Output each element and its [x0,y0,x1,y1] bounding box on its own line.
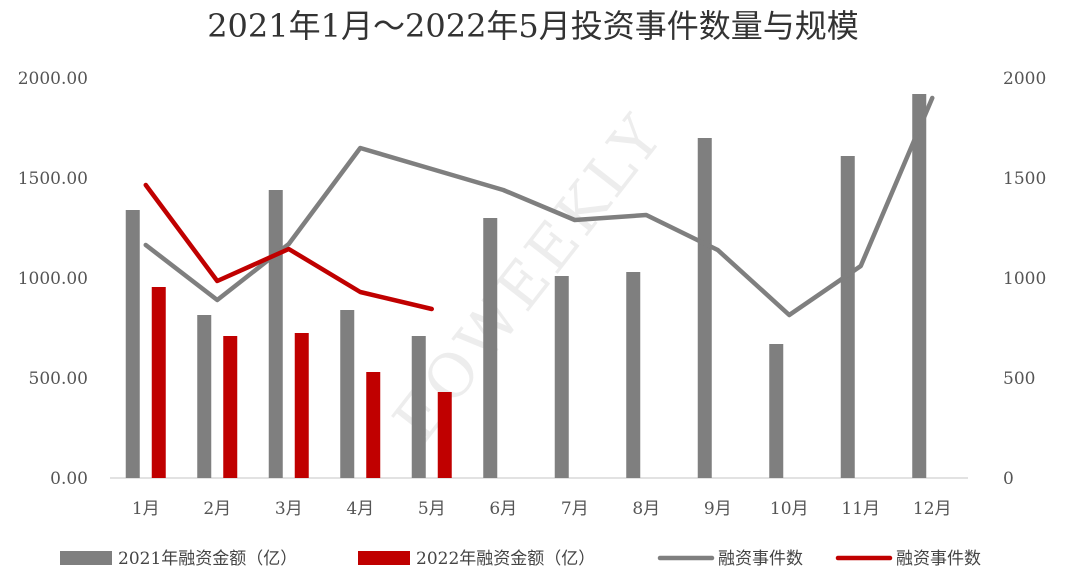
right-tick-label: 500 [1003,369,1035,389]
left-tick-label: 1000.00 [18,269,88,289]
series-line [143,182,434,312]
legend: 2021年融资金额（亿） 2022年融资金额（亿） 融资事件数 融资事件数 [60,549,981,569]
bar [626,272,641,478]
bar [554,276,569,478]
left-tick-label: 0.00 [50,469,88,489]
legend-label: 融资事件数 [718,549,803,569]
bar [697,138,712,478]
right-tick-label: 2000 [1003,69,1046,89]
bar [268,190,283,478]
bar [197,315,212,478]
chart-title: 2021年1月～2022年5月投资事件数量与规模 [207,7,859,45]
x-tick-label: 6月 [489,499,517,519]
x-tick-label: 8月 [632,499,660,519]
x-tick-label: 3月 [275,499,303,519]
right-tick-label: 1500 [1003,169,1046,189]
legend-swatch [60,551,112,565]
left-tick-label: 500.00 [29,369,88,389]
bar [366,372,381,478]
bar-series [125,94,927,478]
x-tick-label: 9月 [704,499,732,519]
bar [483,218,498,478]
x-tick-label: 2月 [203,499,231,519]
legend-label: 融资事件数 [896,549,981,569]
legend-label: 2021年融资金额（亿） [118,549,297,569]
left-axis: 0.00 500.00 1000.00 1500.00 2000.00 [18,69,88,489]
right-tick-label: 0 [1003,469,1014,489]
bar [223,336,238,478]
x-tick-label: 7月 [561,499,589,519]
bar [769,344,784,478]
left-tick-label: 1500.00 [18,169,88,189]
x-tick-label: 12月 [913,499,952,519]
bar [125,210,140,478]
legend-label: 2022年融资金额（亿） [416,549,595,569]
x-tick-label: 10月 [770,499,809,519]
bar [411,336,426,478]
right-axis: 0 500 1000 1500 2000 [1003,69,1046,489]
bar [340,310,355,478]
legend-swatch [358,551,410,565]
bar [840,156,855,478]
x-axis-labels: 1月 2月 3月 4月 5月 6月 7月 8月 9月 10月 11月 12月 [132,499,952,519]
x-tick-label: 11月 [841,499,880,519]
bar [294,333,309,478]
line-series [143,95,935,318]
bar [437,392,452,478]
x-tick-label: 4月 [346,499,374,519]
x-tick-label: 1月 [132,499,160,519]
right-tick-label: 1000 [1003,269,1046,289]
bar [151,287,166,478]
bar [912,94,927,478]
x-tick-label: 5月 [418,499,446,519]
left-tick-label: 2000.00 [18,69,88,89]
